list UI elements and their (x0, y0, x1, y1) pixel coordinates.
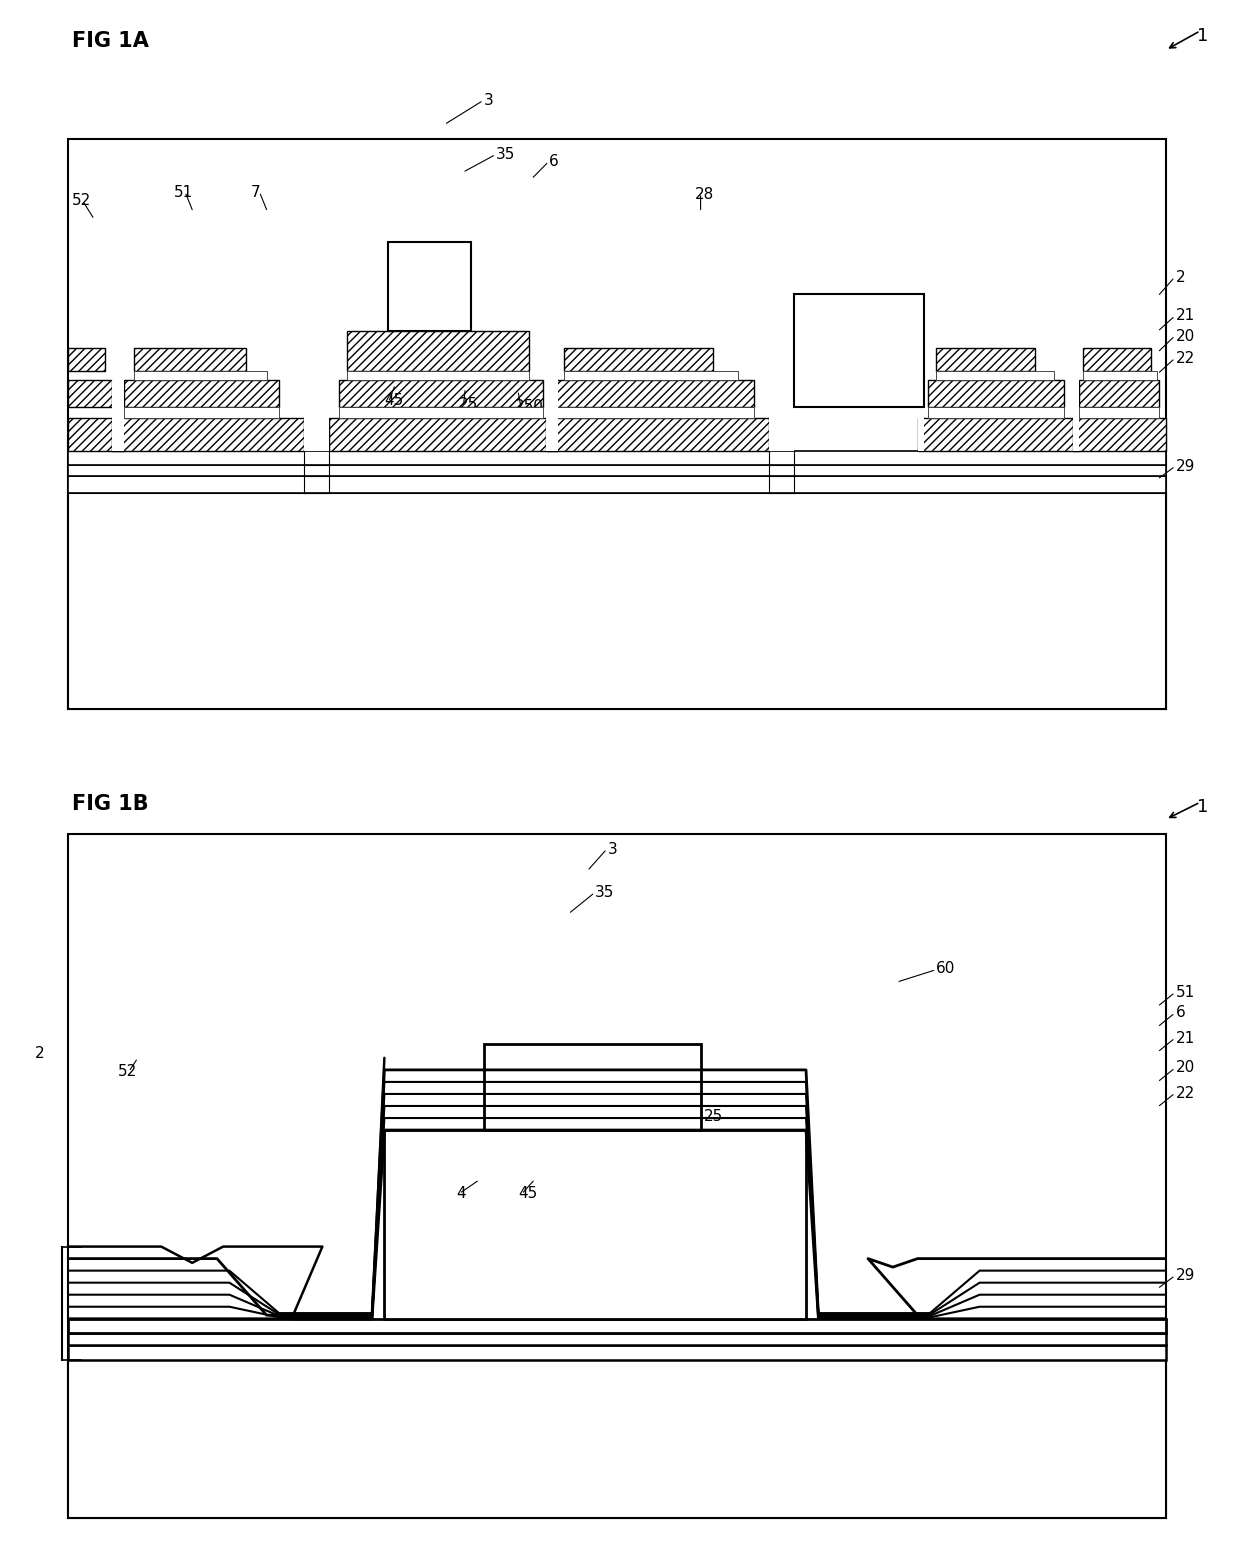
Bar (556, 406, 754, 419)
Text: 6: 6 (1176, 1006, 1185, 1020)
Bar (68, 494, 1166, 708)
Bar (68, 476, 1166, 494)
Text: 3: 3 (484, 93, 494, 107)
Bar (556, 406, 754, 419)
Text: 250: 250 (515, 400, 543, 414)
Bar (124, 406, 279, 419)
Text: 45: 45 (384, 394, 404, 408)
Bar (339, 406, 543, 419)
Bar (564, 371, 738, 380)
Bar (68, 139, 1166, 708)
Bar (347, 371, 529, 380)
Text: FIG 1A: FIG 1A (72, 31, 149, 51)
Bar (134, 371, 267, 380)
Text: 22: 22 (1176, 350, 1195, 366)
Text: 20: 20 (1176, 1060, 1195, 1076)
Text: 25: 25 (704, 1109, 724, 1124)
Bar (546, 419, 769, 452)
Text: 7: 7 (250, 185, 260, 201)
Bar (339, 406, 543, 419)
Text: 60: 60 (936, 961, 956, 976)
Bar (347, 371, 529, 380)
Bar (68, 1333, 1166, 1345)
Bar (928, 406, 1064, 419)
Bar (1073, 419, 1166, 452)
Bar (329, 419, 558, 452)
Bar (936, 347, 1035, 371)
Bar (1079, 406, 1159, 419)
Text: 52: 52 (72, 193, 92, 209)
Bar (936, 371, 1054, 380)
Bar (112, 419, 304, 452)
Text: 25: 25 (459, 397, 479, 413)
Bar (112, 380, 124, 452)
Bar (769, 371, 794, 452)
Bar (68, 1345, 1166, 1361)
Text: 20: 20 (1176, 329, 1195, 344)
Bar (68, 1361, 1166, 1518)
Bar (339, 380, 543, 406)
Bar (68, 419, 124, 452)
Text: 29: 29 (1176, 459, 1195, 473)
Text: 51: 51 (1176, 986, 1195, 1000)
Bar (68, 380, 112, 406)
Bar (1083, 371, 1157, 380)
Text: 2: 2 (35, 1046, 45, 1062)
Bar (546, 371, 558, 452)
Bar (484, 1043, 701, 1130)
Bar (928, 406, 1064, 419)
Text: 4: 4 (456, 1186, 466, 1202)
Bar (68, 833, 1166, 1518)
Bar (384, 1130, 806, 1319)
Bar (68, 1319, 1166, 1333)
Bar (68, 347, 105, 371)
Bar (794, 294, 924, 406)
Bar (936, 371, 1054, 380)
Bar (564, 347, 713, 371)
Text: 21: 21 (1176, 308, 1195, 324)
Bar (304, 371, 329, 452)
Bar (134, 347, 246, 371)
Text: 51: 51 (174, 185, 193, 201)
Bar (124, 380, 279, 406)
Text: 22: 22 (1176, 1085, 1195, 1101)
Text: FIG 1B: FIG 1B (72, 794, 149, 814)
Text: 21: 21 (1176, 1031, 1195, 1046)
Text: 6: 6 (549, 154, 559, 170)
Bar (1079, 406, 1159, 419)
Bar (134, 371, 267, 380)
Bar (556, 380, 754, 406)
Bar (1083, 371, 1157, 380)
Bar (388, 241, 471, 330)
Text: 45: 45 (518, 1186, 538, 1202)
Bar (918, 419, 1079, 452)
Bar (124, 406, 279, 419)
Bar (1083, 347, 1151, 371)
Text: 28: 28 (694, 187, 714, 202)
Bar (928, 380, 1064, 406)
Text: 2: 2 (1176, 269, 1185, 285)
Text: 35: 35 (595, 884, 615, 900)
Bar (68, 452, 1166, 464)
Text: 1: 1 (1197, 26, 1208, 45)
Text: 4: 4 (308, 394, 317, 408)
Bar (564, 371, 738, 380)
Bar (68, 464, 1166, 476)
Text: 3: 3 (608, 842, 618, 856)
Bar (1079, 380, 1159, 406)
Bar (1073, 371, 1079, 452)
Bar (347, 330, 529, 371)
Text: 1: 1 (1197, 799, 1208, 816)
Text: 35: 35 (496, 146, 516, 162)
Bar (918, 371, 924, 452)
Text: 52: 52 (118, 1063, 138, 1079)
Text: 29: 29 (1176, 1267, 1195, 1283)
